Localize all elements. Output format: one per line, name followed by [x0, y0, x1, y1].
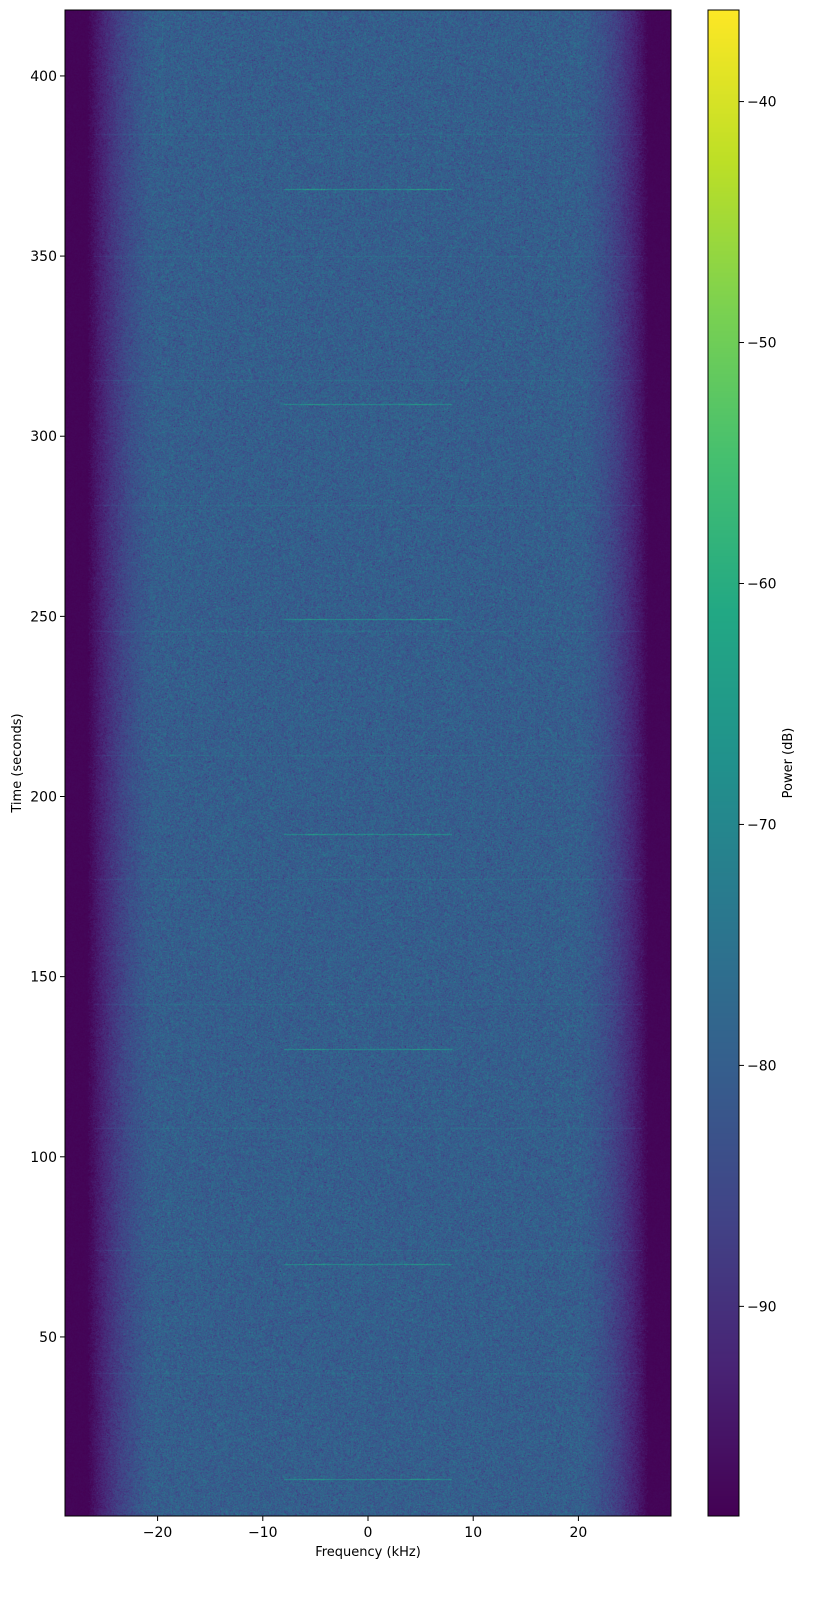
- y-tick-label: 350: [30, 249, 57, 265]
- y-tick-label: 250: [30, 609, 57, 625]
- y-axis-label: Time (seconds): [10, 713, 25, 813]
- colorbar-tick-label: −90: [747, 1299, 777, 1315]
- y-tick-label: 100: [30, 1150, 57, 1166]
- colorbar-tick-label: −60: [747, 576, 777, 592]
- colorbar-label: Power (dB): [781, 728, 796, 799]
- colorbar: [708, 10, 739, 1516]
- colorbar-tick-label: −40: [747, 95, 777, 111]
- y-tick-label: 200: [30, 790, 57, 806]
- colorbar-tick-label: −50: [747, 336, 777, 352]
- x-axis-label: Frequency (kHz): [315, 1545, 421, 1560]
- x-tick-label: 10: [464, 1525, 482, 1541]
- x-tick-label: 20: [570, 1525, 588, 1541]
- y-tick-label: 400: [30, 69, 57, 85]
- spectrogram-heatmap: [65, 10, 671, 1516]
- y-tick-label: 50: [39, 1330, 57, 1346]
- x-tick-label: −10: [248, 1525, 278, 1541]
- x-tick-label: −20: [143, 1525, 173, 1541]
- x-tick-label: 0: [364, 1525, 373, 1541]
- y-tick-label: 300: [30, 429, 57, 445]
- colorbar-tick-label: −70: [747, 817, 777, 833]
- plot-frame: [64, 9, 672, 1517]
- colorbar-tick-label: −80: [747, 1058, 777, 1074]
- colorbar-frame: [707, 9, 740, 1517]
- y-tick-label: 150: [30, 970, 57, 986]
